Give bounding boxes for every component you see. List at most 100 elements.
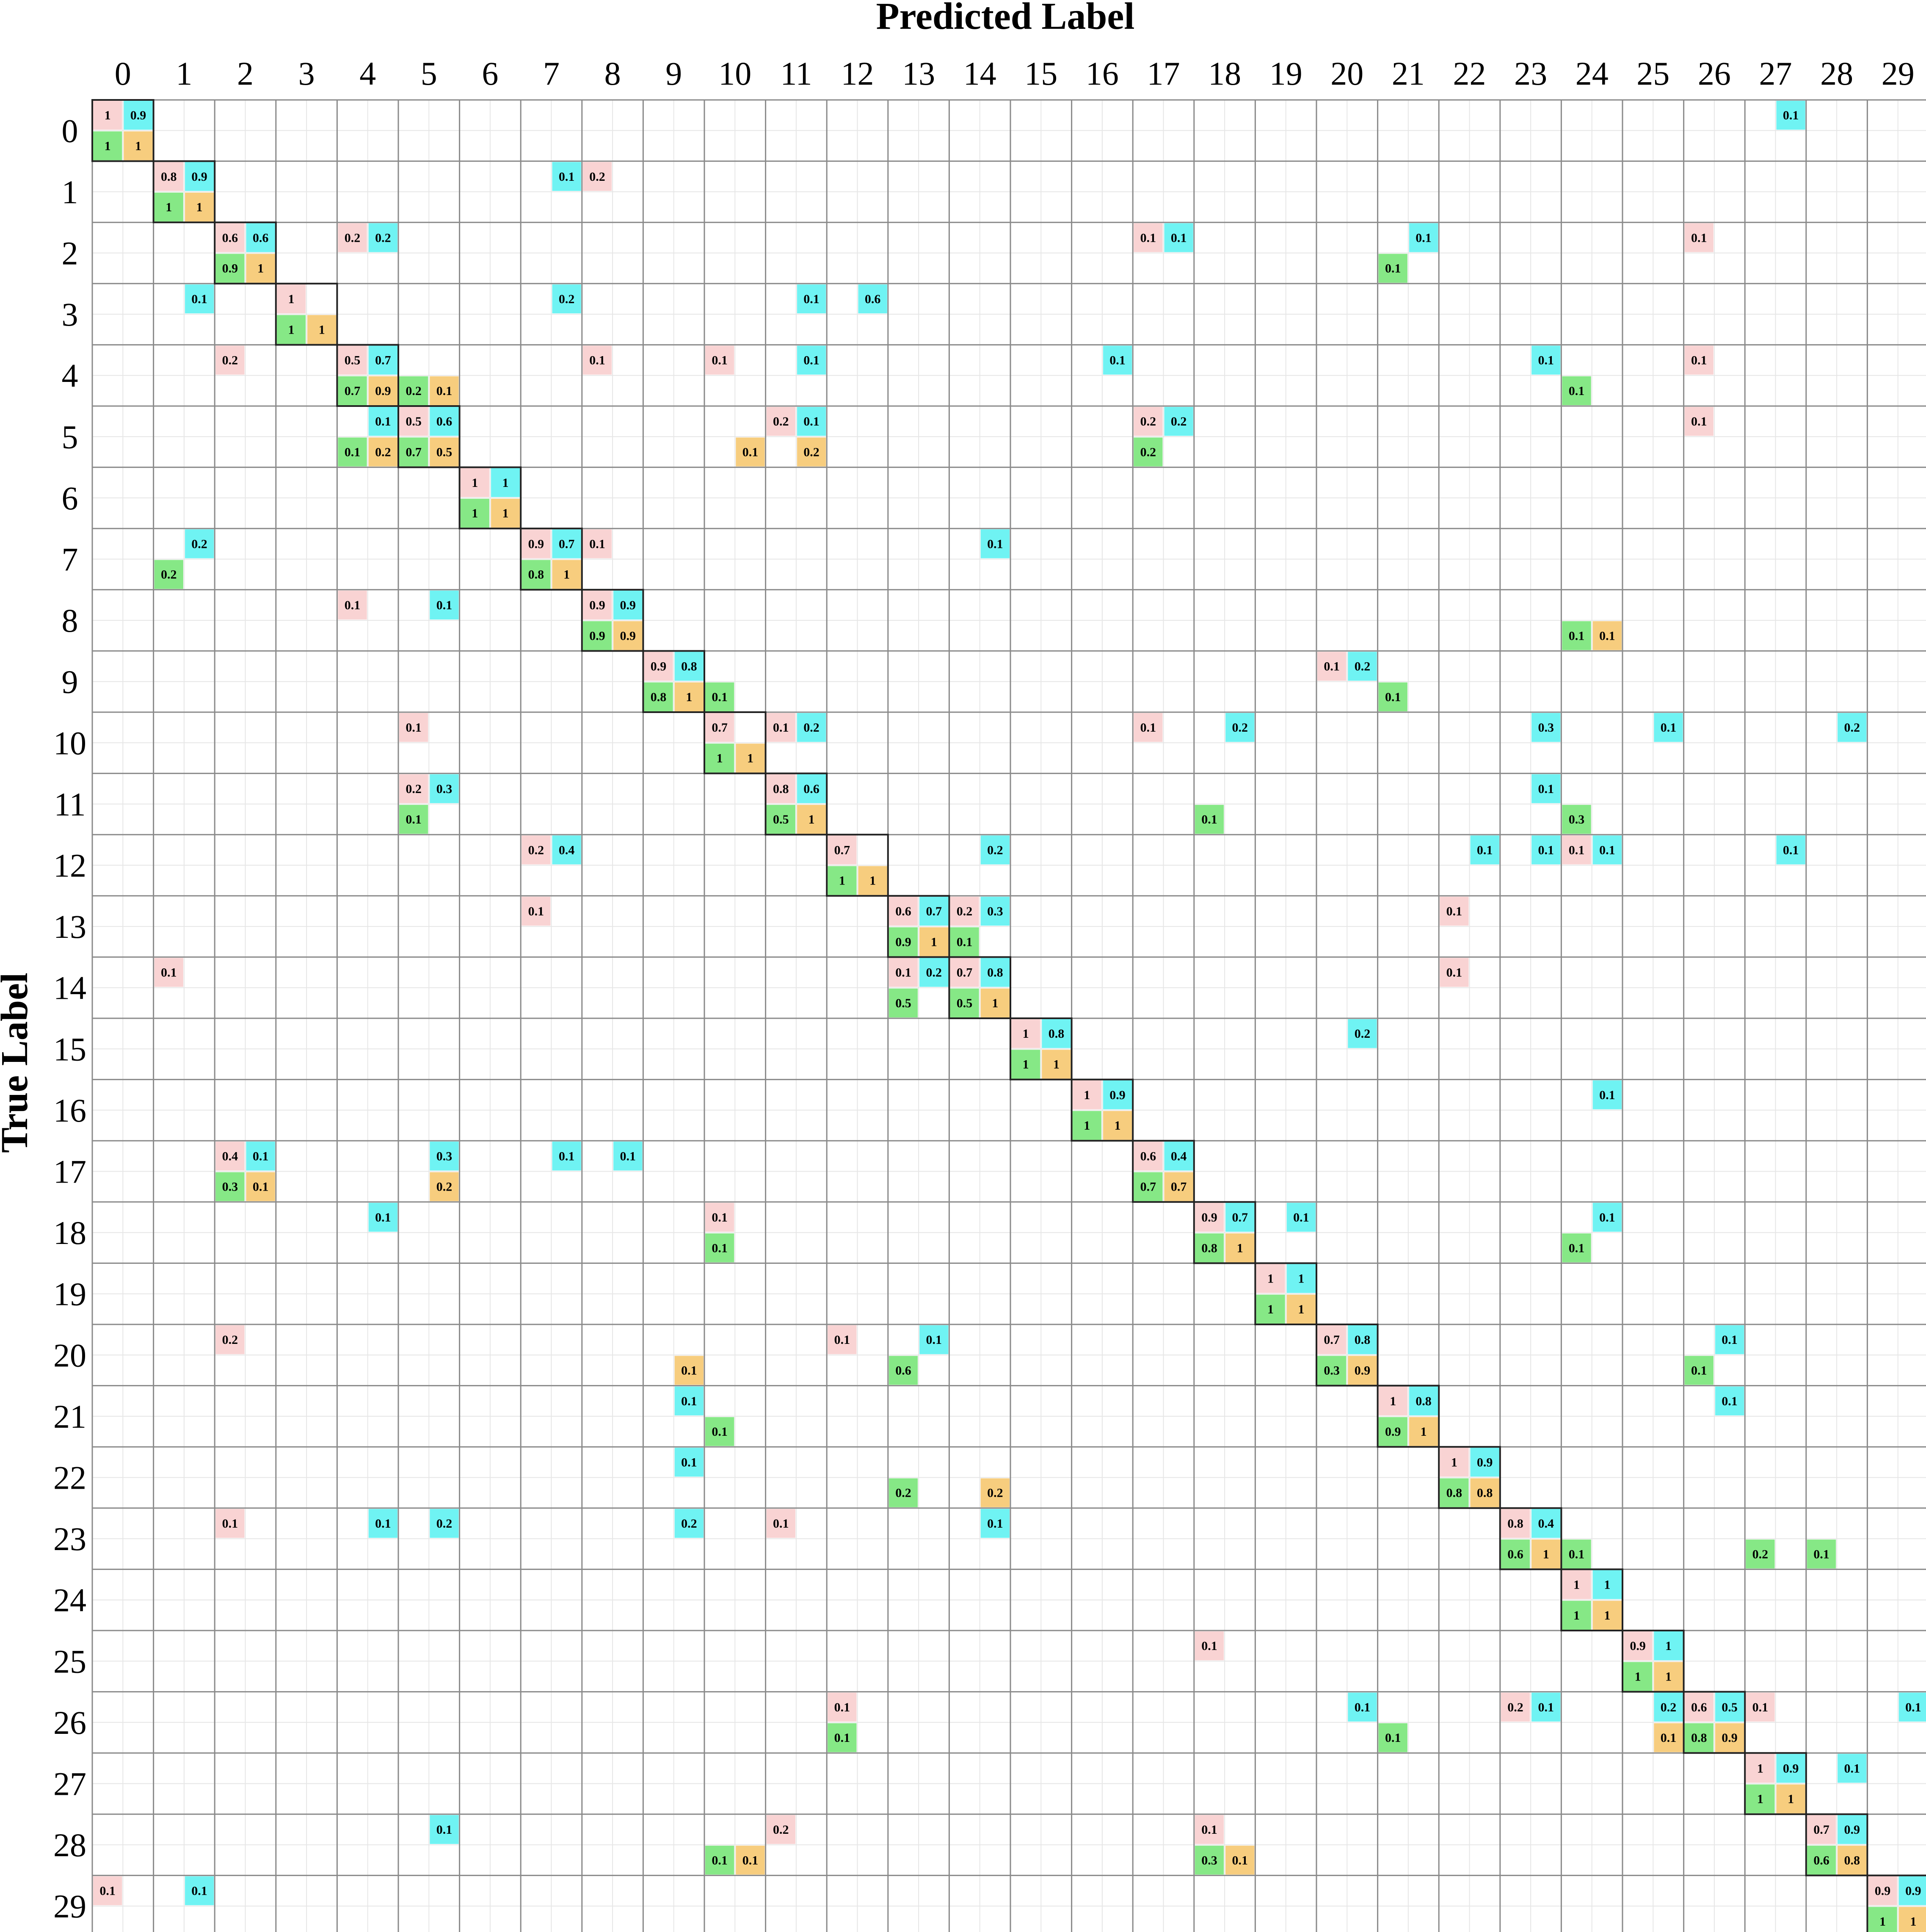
diagonal-highlight-boxes	[91, 99, 1926, 1932]
cell-value-label: 0.1	[1385, 690, 1401, 704]
cell-value-label: 0.2	[803, 721, 820, 735]
cell-value-label: 0.1	[436, 598, 453, 612]
matrix-cell-a	[1684, 345, 1714, 375]
y-tick-label: 23	[53, 1520, 86, 1557]
matrix-cell-b	[797, 345, 826, 375]
matrix-cell-a	[276, 284, 306, 314]
cell-value-label: 1	[1604, 1609, 1610, 1622]
cell-value-label: 0.9	[589, 598, 605, 612]
cell-value-label: 0.1	[406, 813, 422, 826]
cell-value-label: 0.7	[1171, 1180, 1187, 1194]
cell-value-label: 1	[1757, 1761, 1763, 1775]
cell-value-label: 1	[1421, 1425, 1427, 1439]
cell-value-label: 0.1	[803, 292, 820, 306]
matrix-cell-b	[185, 529, 214, 558]
x-tick-label: 0	[115, 55, 131, 92]
cell-value-label: 0.1	[1722, 1394, 1738, 1408]
matrix-cell-d	[124, 131, 153, 160]
cell-value-label: 0.6	[1507, 1547, 1523, 1561]
matrix-cell-c	[154, 560, 183, 589]
y-tick-label: 13	[53, 908, 86, 945]
x-tick-label: 25	[1636, 55, 1669, 92]
x-tick-label: 13	[902, 55, 935, 92]
cell-value-label: 1	[1635, 1669, 1641, 1683]
matrix-cell-c	[1378, 1417, 1407, 1446]
matrix-cell-a	[582, 162, 612, 191]
matrix-cell-c	[1746, 1540, 1775, 1569]
cell-value-label: 0.9	[375, 384, 391, 398]
matrix-cell-c	[1072, 1111, 1101, 1140]
x-tick-label: 12	[841, 55, 874, 92]
cell-value-label: 0.5	[957, 996, 973, 1010]
cell-value-label: 0.2	[1752, 1547, 1769, 1561]
diagonal-cell-box	[1438, 1446, 1501, 1509]
cell-value-label: 0.6	[895, 904, 911, 918]
cell-value-label: 1	[196, 200, 203, 214]
cell-value-label: 0.9	[1109, 1088, 1126, 1102]
y-tick-label: 16	[53, 1092, 86, 1129]
cell-value-label: 0.1	[773, 721, 789, 735]
matrix-cell-b	[185, 162, 214, 191]
matrix-cell-b	[1838, 1815, 1867, 1844]
diagonal-cell-box	[520, 528, 583, 591]
matrix-cell-a	[950, 896, 979, 926]
cell-value-label: 0.1	[1416, 231, 1432, 245]
matrix-cell-b	[980, 835, 1010, 865]
matrix-cell-d	[430, 1172, 459, 1201]
cell-value-label: 0.1	[1783, 843, 1799, 857]
cell-value-label: 0.9	[651, 660, 667, 674]
matrix-cell-d	[1348, 1356, 1377, 1385]
cell-value-label: 0.1	[1538, 782, 1554, 796]
diagonal-cell-box	[275, 282, 338, 346]
matrix-cell-a	[1684, 1692, 1714, 1722]
matrix-cell-a	[1134, 407, 1163, 436]
cell-value-label: 0.1	[375, 1211, 391, 1224]
cell-value-label: 0.6	[253, 231, 269, 245]
x-tick-label: 21	[1392, 55, 1425, 92]
cell-value-label: 0.8	[1507, 1517, 1523, 1531]
cell-value-label: 0.2	[1355, 660, 1371, 674]
cell-value-label: 0.1	[589, 354, 605, 368]
matrix-cell-b	[1592, 1570, 1622, 1599]
matrix-cell-a	[1684, 223, 1714, 252]
matrix-cell-c	[1256, 1294, 1285, 1324]
cell-value-label: 0.2	[161, 568, 177, 582]
cell-value-label: 0.1	[681, 1363, 697, 1377]
matrix-cell-d	[1286, 1294, 1316, 1324]
matrix-cell-a	[1195, 1202, 1224, 1232]
diagonal-cell-box	[1499, 1507, 1562, 1570]
cell-value-label: 1	[472, 476, 478, 490]
cell-value-label: 0.8	[651, 690, 667, 704]
diagonal-cell-box	[642, 650, 706, 713]
cell-value-label: 0.1	[375, 415, 391, 428]
matrix-cell-c	[705, 1417, 734, 1446]
cell-value-label: 0.1	[1385, 1731, 1401, 1745]
cell-value-label: 0.9	[1875, 1884, 1891, 1898]
matrix-cell-a	[338, 223, 367, 252]
x-tick-label: 22	[1453, 55, 1486, 92]
matrix-cell-b	[1776, 1754, 1805, 1783]
cell-value-label: 0.1	[1599, 843, 1615, 857]
y-tick-label: 18	[53, 1214, 86, 1251]
cell-value-label: 0.1	[742, 1853, 759, 1867]
matrix-cell-d	[797, 804, 826, 834]
matrix-cell-a	[522, 835, 551, 865]
cell-value-label: 0.6	[1813, 1853, 1829, 1867]
matrix-cell-a	[399, 407, 428, 436]
cell-value-label: 0.2	[1232, 721, 1248, 735]
cell-value-label: 1	[747, 751, 753, 765]
matrix-cell-c	[1378, 1723, 1407, 1752]
cell-value-label: 0.6	[895, 1363, 911, 1377]
cell-value-label: 1	[686, 690, 692, 704]
cell-value-label: 1	[1665, 1669, 1672, 1683]
matrix-cell-a	[338, 590, 367, 620]
x-tick-label: 20	[1330, 55, 1363, 92]
matrix-cell-b	[1470, 835, 1499, 865]
cell-value-label: 0.7	[957, 966, 973, 980]
matrix-cell-c	[1195, 1233, 1224, 1263]
matrix-cell-d	[552, 560, 581, 589]
cell-value-label: 0.1	[742, 445, 759, 459]
matrix-cell-b	[1103, 1080, 1132, 1109]
cell-value-label: 0.1	[712, 1853, 728, 1867]
diagonal-cell-box	[1010, 1017, 1073, 1081]
